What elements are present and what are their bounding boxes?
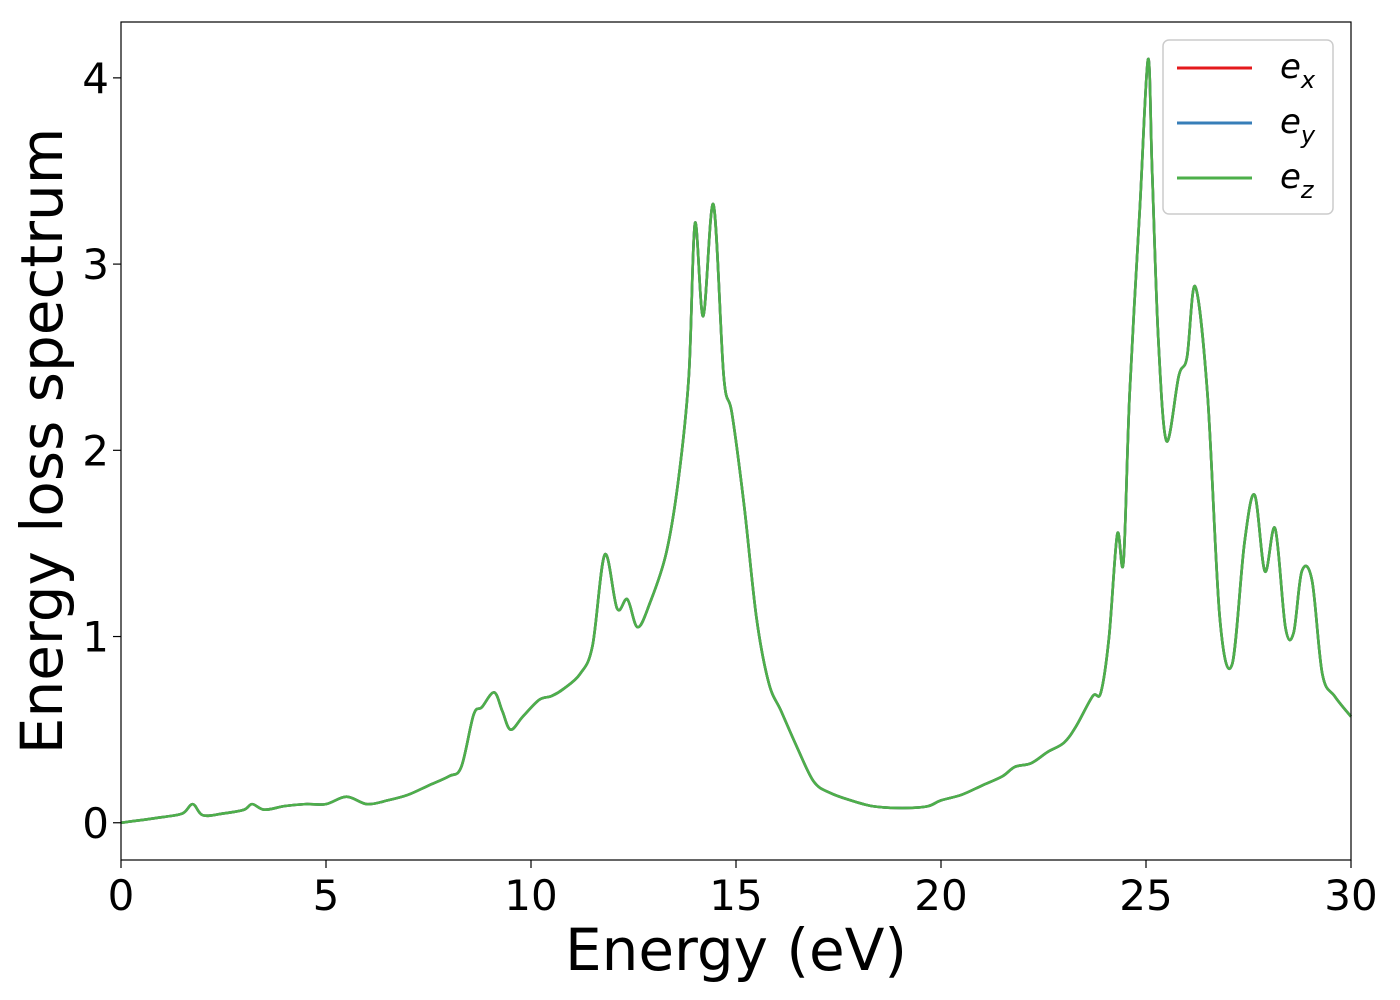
x-tick-label: 20 (914, 871, 967, 920)
x-tick-label: 30 (1324, 871, 1377, 920)
legend-label-base: e (1280, 157, 1301, 197)
x-axis-title: Energy (eV) (565, 916, 907, 984)
y-tick-label: 1 (82, 613, 109, 662)
y-tick-label: 4 (82, 54, 109, 103)
legend-label-base: e (1280, 47, 1301, 87)
x-tick-label: 25 (1119, 871, 1172, 920)
legend-label-subscript: z (1300, 176, 1315, 204)
legend-box (1162, 39, 1334, 215)
y-tick-label: 2 (82, 426, 109, 475)
x-axis-ticks: 0 5 10 15 20 25 30 (108, 860, 1378, 920)
legend-label-ez: ez (1280, 157, 1315, 204)
y-tick-label: 3 (82, 240, 109, 289)
series-layer (120, 57, 1353, 825)
series-line-ez (120, 57, 1353, 825)
legend-label-ey: ey (1280, 102, 1316, 149)
legend-label-ex: ex (1280, 47, 1316, 94)
x-tick-label: 10 (504, 871, 557, 920)
x-tick-label: 15 (709, 871, 762, 920)
x-tick-label: 5 (313, 871, 340, 920)
y-axis-title: Energy loss spectrum (8, 128, 76, 754)
legend-label-subscript: x (1300, 66, 1316, 94)
legend-label-base: e (1280, 102, 1301, 142)
legend-label-subscript: y (1300, 121, 1316, 149)
y-axis-ticks: 0 1 2 3 4 (82, 54, 121, 848)
y-tick-label: 0 (82, 799, 109, 848)
x-tick-label: 0 (108, 871, 135, 920)
